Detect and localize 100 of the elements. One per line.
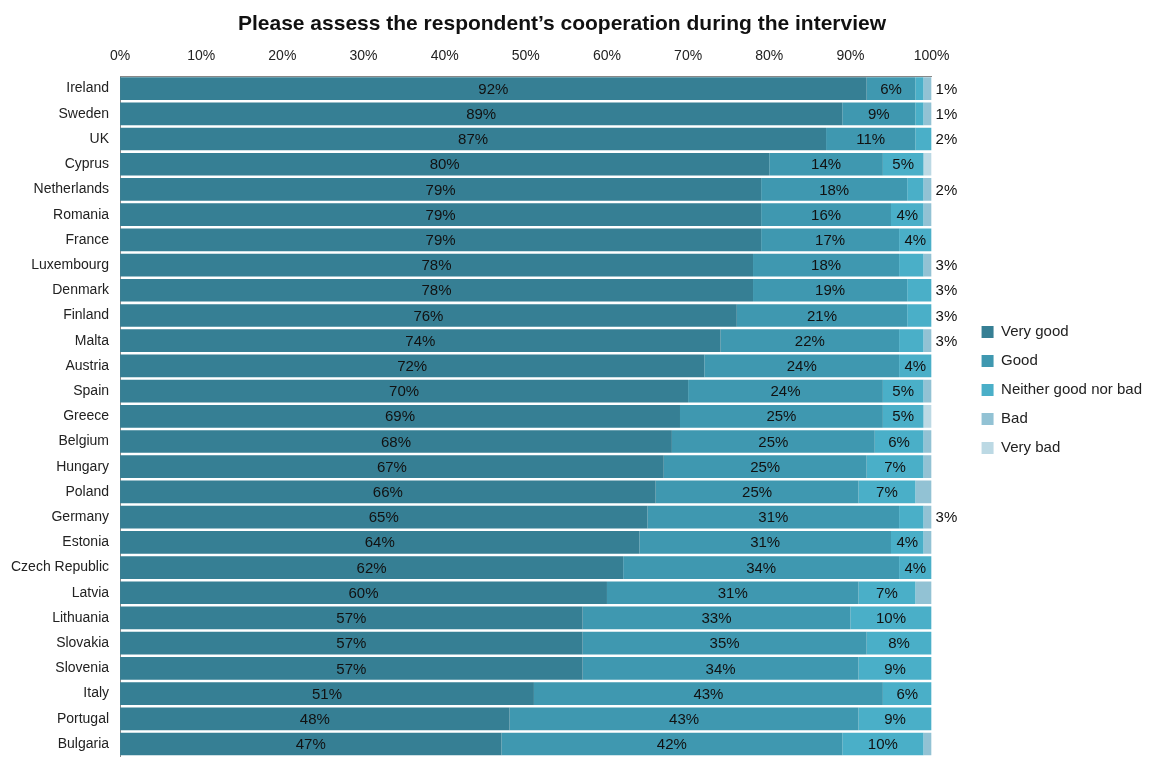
data-label: 51%: [311, 684, 342, 702]
y-tick-label: Estonia: [62, 533, 110, 550]
data-label: 34%: [705, 659, 736, 677]
y-tick-label: Austria: [65, 356, 110, 373]
bar: [761, 228, 900, 252]
bar: [915, 581, 932, 605]
data-label: 31%: [750, 533, 781, 551]
bar: [769, 152, 883, 176]
bar: [907, 278, 932, 302]
bar: [923, 178, 932, 201]
bar: [671, 430, 875, 453]
data-label: 18%: [819, 180, 850, 198]
bar: [858, 581, 916, 605]
bar: [509, 707, 859, 731]
data-label: 89%: [466, 104, 497, 122]
bar: [120, 329, 721, 353]
data-label: 33%: [701, 609, 732, 627]
data-label: 25%: [750, 457, 781, 475]
bar: [606, 581, 859, 605]
bar: [120, 631, 583, 655]
bar: [120, 127, 827, 151]
bar: [533, 682, 883, 705]
data-label: 24%: [770, 382, 801, 400]
bar: [923, 732, 932, 756]
bar: [923, 505, 932, 529]
data-label: 2%: [935, 180, 958, 198]
bar: [923, 404, 932, 428]
legend-label: Neither good nor bad: [1001, 380, 1142, 398]
data-label: 3%: [935, 508, 958, 526]
data-label: 22%: [794, 331, 825, 349]
bar: [120, 455, 664, 479]
data-label: 10%: [867, 735, 898, 753]
bar: [120, 657, 583, 680]
bar: [120, 505, 648, 529]
y-tick-label: Belgium: [58, 432, 110, 449]
y-tick-label: Sweden: [58, 104, 110, 121]
bar: [923, 77, 932, 100]
data-label: 4%: [896, 205, 919, 223]
data-label: 24%: [786, 357, 817, 375]
data-label: 7%: [876, 483, 898, 501]
bar: [647, 505, 900, 529]
data-label: 25%: [766, 407, 797, 425]
data-label: 64%: [364, 533, 395, 551]
y-tick-label: Denmark: [52, 281, 111, 298]
bar: [120, 732, 502, 756]
data-label: 47%: [295, 735, 326, 753]
bar: [120, 253, 754, 277]
bar: [923, 379, 932, 403]
data-label: 69%: [385, 407, 416, 425]
data-label: 14%: [811, 155, 842, 173]
data-label: 4%: [896, 533, 919, 551]
bar: [120, 178, 762, 201]
data-label: 9%: [884, 709, 906, 727]
bar: [120, 228, 762, 252]
data-label: 78%: [421, 281, 452, 299]
data-label: 21%: [807, 306, 838, 324]
bar: [736, 304, 908, 327]
data-label: 87%: [458, 130, 489, 148]
x-tick-label: 80%: [755, 47, 784, 64]
data-label: 3%: [935, 256, 958, 274]
data-label: 43%: [669, 709, 700, 727]
data-label: 4%: [904, 558, 927, 576]
data-label: 57%: [336, 609, 367, 627]
y-tick-label: Germany: [51, 507, 110, 524]
bar: [923, 329, 932, 353]
data-label: 6%: [880, 79, 902, 97]
y-tick-label: Greece: [63, 407, 110, 424]
data-label: 5%: [892, 155, 915, 173]
bar: [753, 253, 900, 277]
y-tick-label: Finland: [63, 306, 110, 323]
bar: [120, 77, 867, 100]
x-tick-label: 30%: [349, 47, 378, 64]
bar: [663, 455, 867, 479]
bar: [720, 329, 900, 353]
bar: [915, 127, 932, 151]
bar: [907, 304, 932, 327]
data-label: 3%: [935, 331, 958, 349]
bar: [582, 606, 851, 630]
bar: [120, 581, 607, 605]
data-label: 78%: [421, 256, 452, 274]
bar: [704, 354, 900, 378]
bar: [858, 707, 932, 731]
bar: [120, 682, 534, 705]
y-tick-label: Italy: [83, 684, 110, 701]
y-tick-label: Czech Republic: [10, 558, 110, 575]
bar: [761, 203, 891, 226]
x-tick-label: 40%: [430, 47, 459, 64]
y-tick-label: Hungary: [56, 457, 110, 474]
y-tick-label: UK: [89, 129, 110, 146]
bar: [120, 707, 510, 731]
legend-label: Good: [1001, 351, 1038, 369]
bar: [923, 253, 932, 277]
data-label: 16%: [811, 205, 842, 223]
data-label: 62%: [356, 558, 387, 576]
data-label: 34%: [746, 558, 777, 576]
y-tick-label: Cyprus: [64, 155, 110, 172]
bar: [899, 505, 924, 529]
y-tick-label: Netherlands: [33, 180, 110, 197]
bar: [120, 152, 770, 176]
data-label: 42%: [656, 735, 687, 753]
